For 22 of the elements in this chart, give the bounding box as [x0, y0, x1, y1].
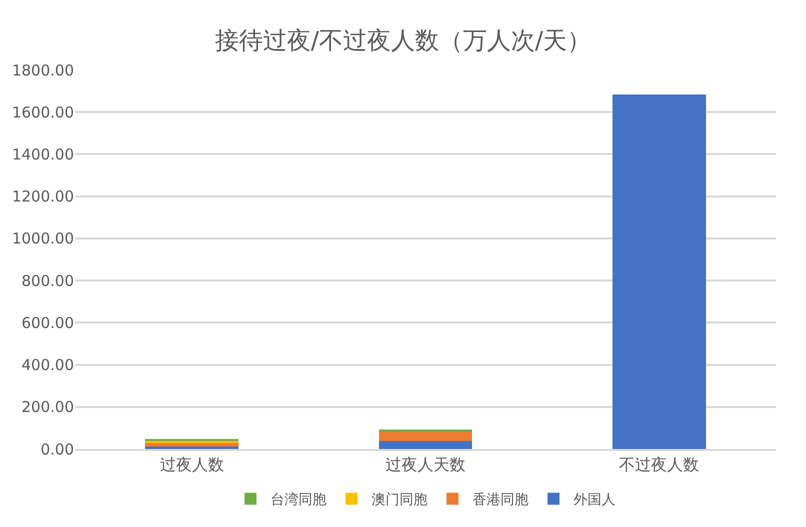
y-tick-label: 400.00 — [22, 356, 74, 374]
y-tick-label: 1200.00 — [12, 188, 74, 206]
y-tick-label: 1600.00 — [12, 103, 74, 122]
x-tick-label: 不过夜人数 — [619, 455, 700, 474]
bar — [612, 94, 706, 449]
x-tick-label: 过夜人数 — [160, 455, 224, 474]
y-tick-label: 1800.00 — [12, 61, 74, 80]
y-tick-label: 1400.00 — [12, 145, 74, 164]
legend-label: 香港同胞 — [472, 492, 528, 508]
legend-label: 台湾同胞 — [270, 492, 326, 508]
bar — [378, 441, 472, 449]
y-tick-label: 1000.00 — [12, 230, 74, 248]
legend-label: 外国人 — [574, 492, 616, 508]
y-tick-label: 0.00 — [40, 440, 74, 458]
bar — [145, 446, 239, 449]
y-tick-label: 800.00 — [22, 272, 74, 290]
y-tick-label: 200.00 — [22, 398, 74, 416]
y-tick-label: 600.00 — [22, 314, 74, 332]
x-tick-label: 过夜人天数 — [386, 455, 466, 474]
bar — [378, 432, 472, 441]
legend-label: 澳门同胞 — [372, 492, 428, 508]
chart-title: 接待过夜/不过夜人数（万人次/天） — [214, 26, 592, 54]
